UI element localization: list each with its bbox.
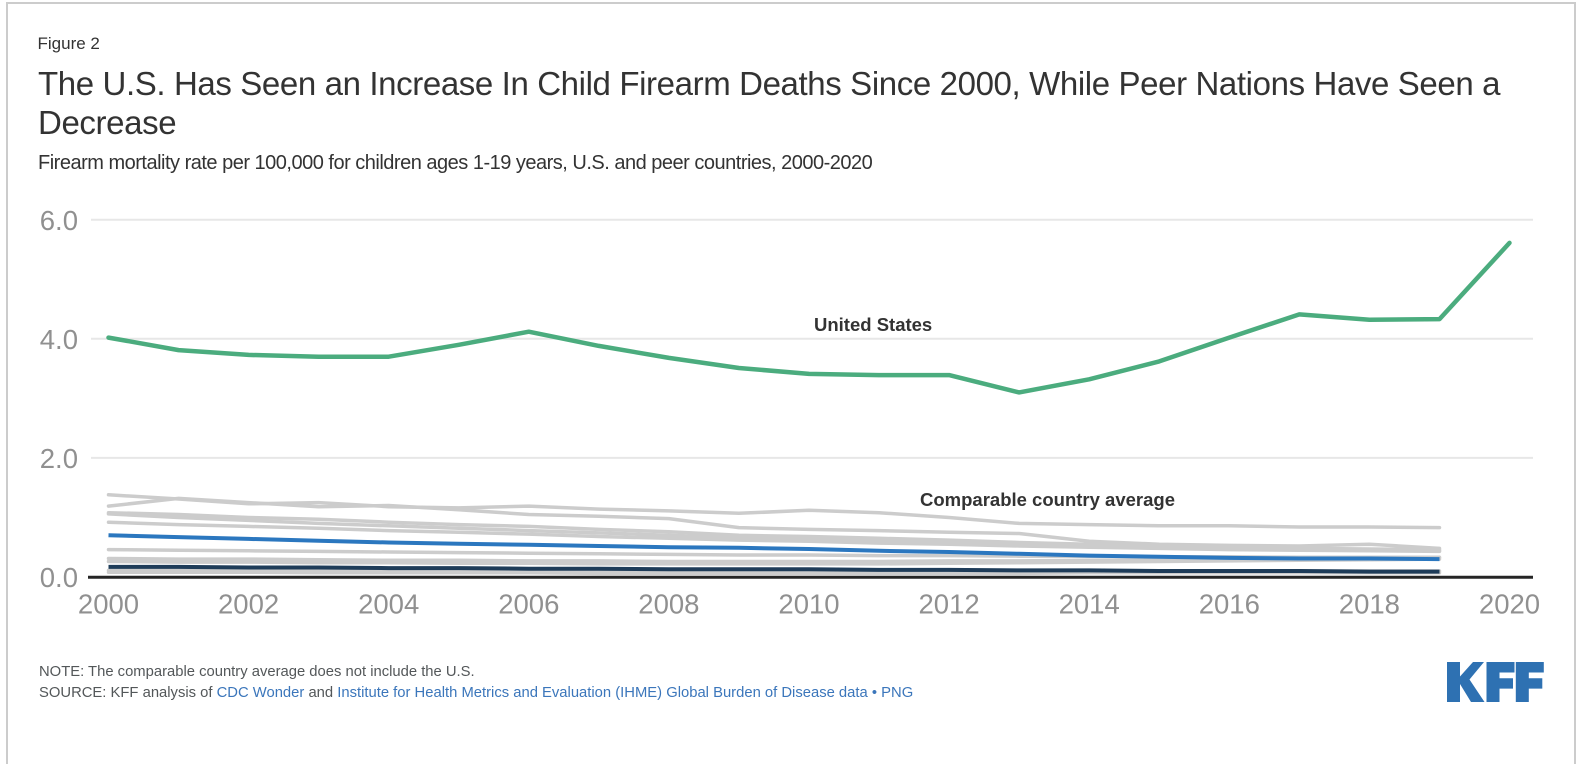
svg-text:Comparable country average: Comparable country average <box>920 489 1175 510</box>
svg-text:2.0: 2.0 <box>40 443 78 474</box>
svg-text:United States: United States <box>814 314 932 335</box>
svg-text:2008: 2008 <box>638 589 699 620</box>
svg-text:2014: 2014 <box>1059 589 1120 620</box>
svg-text:4.0: 4.0 <box>40 324 78 355</box>
svg-text:6.0: 6.0 <box>40 205 78 236</box>
svg-text:0.0: 0.0 <box>40 562 78 593</box>
svg-text:2002: 2002 <box>218 589 279 620</box>
svg-text:2020: 2020 <box>1479 589 1540 620</box>
svg-text:2016: 2016 <box>1199 589 1260 620</box>
svg-text:2018: 2018 <box>1339 589 1400 620</box>
svg-text:2012: 2012 <box>919 589 980 620</box>
svg-text:2006: 2006 <box>498 589 559 620</box>
svg-text:2004: 2004 <box>358 589 419 620</box>
svg-text:2000: 2000 <box>78 589 139 620</box>
svg-text:2010: 2010 <box>778 589 839 620</box>
